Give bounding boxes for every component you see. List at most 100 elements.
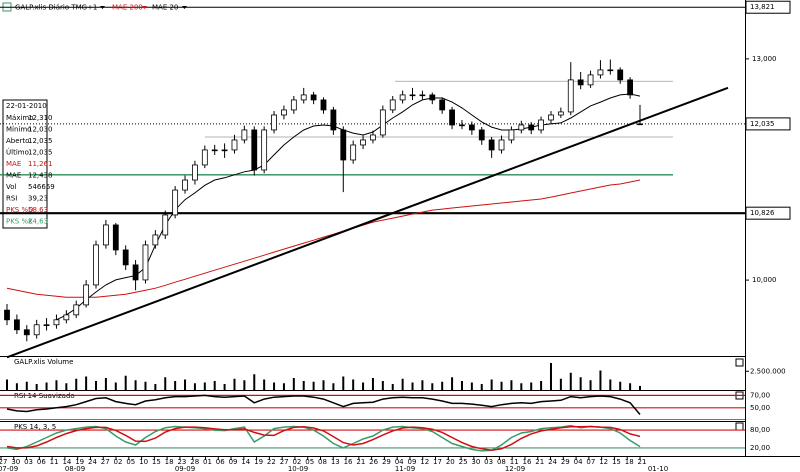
volume-bar bbox=[45, 382, 48, 390]
month-label: 12-09 bbox=[505, 465, 525, 472]
volume-bar bbox=[362, 382, 365, 390]
candle-body bbox=[83, 284, 90, 306]
x-tick-label: 20 bbox=[446, 458, 455, 466]
volume-bar bbox=[559, 378, 562, 390]
volume-bar bbox=[65, 383, 68, 390]
candle-body bbox=[231, 139, 238, 151]
info-label: Último bbox=[6, 148, 29, 157]
trendline bbox=[6, 86, 729, 359]
x-tick-label: 13 bbox=[331, 458, 340, 466]
x-tick-label: 14 bbox=[241, 458, 250, 466]
candle-body bbox=[142, 244, 149, 281]
indicator-line bbox=[6, 425, 641, 452]
x-tick-label: 05 bbox=[305, 458, 314, 466]
candle-body bbox=[221, 149, 228, 152]
volume-bar bbox=[540, 381, 543, 390]
level-label: 10,826 bbox=[750, 209, 775, 217]
volume-bar bbox=[629, 383, 632, 390]
panel-title: RSI 14 Suavizado bbox=[14, 392, 75, 400]
candle-body bbox=[399, 94, 406, 101]
candle-body bbox=[518, 124, 525, 131]
info-label: Máximo bbox=[6, 114, 34, 122]
candle-body bbox=[419, 94, 426, 97]
volume-bar bbox=[174, 381, 177, 390]
candle-body bbox=[122, 249, 129, 266]
volume-bar bbox=[579, 377, 582, 390]
info-label: Mínimo bbox=[6, 126, 31, 134]
candle-body bbox=[211, 149, 218, 152]
volume-bar bbox=[243, 380, 246, 390]
info-label: RSI bbox=[6, 195, 17, 203]
candle-body bbox=[587, 74, 594, 86]
candle-body bbox=[261, 129, 268, 171]
x-tick-label: 21 bbox=[356, 458, 365, 466]
candle-body bbox=[330, 109, 337, 131]
x-tick-label: 04 bbox=[574, 458, 583, 466]
candle-body bbox=[172, 189, 179, 216]
candle-body bbox=[429, 94, 436, 101]
legend-label: GALP.xlis Diário TMG+1 bbox=[15, 4, 97, 12]
candle-body bbox=[498, 139, 505, 151]
volume-bar bbox=[6, 379, 8, 390]
candle-body bbox=[439, 99, 446, 111]
candle-body bbox=[488, 139, 495, 151]
info-value: 12,438 bbox=[28, 172, 53, 180]
candle-body bbox=[508, 129, 515, 141]
volume-bar bbox=[599, 370, 602, 390]
volume-bar bbox=[451, 377, 454, 390]
volume-bar bbox=[549, 363, 552, 390]
candle-body bbox=[627, 79, 634, 96]
volume-bar bbox=[411, 382, 414, 390]
info-label: Vol bbox=[6, 183, 17, 191]
candle-body bbox=[528, 124, 535, 131]
x-tick-label: 27 bbox=[0, 458, 7, 466]
volume-bar bbox=[401, 378, 404, 390]
candle-body bbox=[478, 129, 485, 141]
volume-bar bbox=[381, 381, 384, 390]
x-tick-label: 11 bbox=[510, 458, 519, 466]
indicator-line bbox=[6, 394, 641, 415]
close-button[interactable] bbox=[735, 422, 744, 431]
info-value: 12,035 bbox=[28, 149, 53, 157]
volume-bar bbox=[104, 378, 107, 390]
candle-body bbox=[468, 124, 475, 131]
candle-body bbox=[548, 114, 554, 121]
close-button[interactable] bbox=[735, 358, 744, 367]
month-label: 08-09 bbox=[65, 465, 85, 472]
candle-body bbox=[152, 234, 159, 246]
volume-bar bbox=[352, 379, 355, 390]
x-tick-label: 30 bbox=[471, 458, 480, 466]
volume-bar bbox=[500, 381, 503, 390]
candle-body bbox=[459, 124, 465, 127]
x-tick-label: 28 bbox=[190, 458, 199, 466]
legend-arrow bbox=[182, 6, 187, 9]
volume-bar bbox=[421, 380, 424, 390]
candle-body bbox=[23, 329, 30, 336]
x-tick-label: 15 bbox=[612, 458, 621, 466]
y-tick-label: 13,000 bbox=[752, 55, 777, 63]
info-value: 12,035 bbox=[28, 137, 53, 145]
x-tick-label: 21 bbox=[535, 458, 544, 466]
volume-bar bbox=[193, 383, 196, 390]
level-label: 12,035 bbox=[750, 120, 775, 128]
candle-body bbox=[617, 69, 624, 81]
info-label: MAE bbox=[6, 172, 21, 180]
month-label: 07-09 bbox=[0, 465, 18, 472]
candle-body bbox=[300, 94, 307, 101]
candle-body bbox=[33, 324, 40, 336]
x-tick-label: 27 bbox=[280, 458, 289, 466]
x-tick-label: 08 bbox=[318, 458, 327, 466]
volume-bar bbox=[184, 379, 187, 390]
volume-bar bbox=[530, 382, 533, 390]
x-tick-label: 09 bbox=[407, 458, 416, 466]
volume-bar bbox=[55, 380, 58, 390]
candle-body bbox=[370, 134, 376, 141]
x-tick-label: 19 bbox=[254, 458, 263, 466]
x-tick-label: 06 bbox=[37, 458, 46, 466]
candle-body bbox=[162, 214, 169, 236]
x-tick-label: 07 bbox=[586, 458, 595, 466]
y-tick-label: 50,00 bbox=[750, 404, 770, 412]
candle-body bbox=[43, 324, 50, 326]
